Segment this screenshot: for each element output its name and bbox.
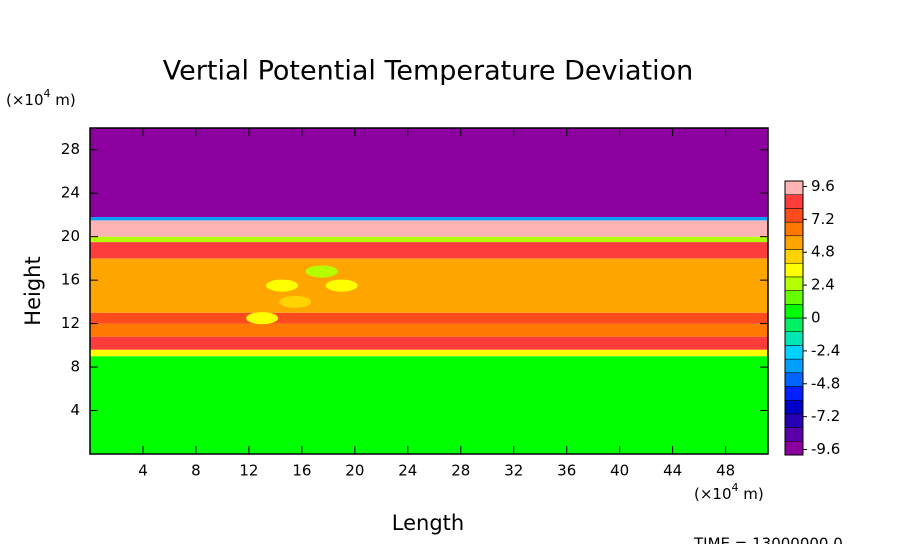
x-tick-label: 28: [451, 462, 470, 480]
x-tick-label: 4: [138, 462, 148, 480]
contour-band: [90, 217, 768, 221]
colorbar-tick-label: 4.8: [811, 243, 835, 261]
y-tick-label: 28: [61, 140, 80, 158]
chart-title: Vertial Potential Temperature Deviation: [163, 56, 693, 87]
x-tick-label: 36: [557, 462, 576, 480]
x-axis-label: Length: [392, 511, 464, 535]
colorbar-band: [784, 358, 804, 374]
y-unit: (×104 m): [6, 87, 76, 109]
contour-band: [90, 220, 768, 237]
colorbar-band: [784, 399, 804, 415]
x-tick-label: 12: [239, 462, 258, 480]
contour-patch: [279, 295, 312, 308]
colorbar-band: [784, 208, 804, 223]
y-tick-label: 20: [61, 227, 80, 245]
contour-patch: [325, 279, 358, 292]
colorbar-band: [784, 276, 804, 291]
x-unit: (×104 m): [694, 481, 764, 503]
colorbar-band: [784, 386, 804, 401]
contour-band: [90, 323, 768, 337]
colorbar-tick-label: 0: [811, 309, 821, 327]
contour-band: [90, 258, 768, 313]
contour-band: [90, 242, 768, 259]
colorbar-band: [784, 331, 804, 346]
y-tick-label: 4: [70, 401, 80, 419]
unit-exp: 4: [44, 87, 51, 100]
contour-band: [90, 336, 768, 350]
colorbar-band: [784, 317, 804, 332]
x-tick-label: 48: [716, 462, 735, 480]
colorbar-band: [784, 345, 804, 360]
contour-band: [90, 128, 768, 218]
x-tick-label: 40: [610, 462, 629, 480]
x-tick-label: 8: [191, 462, 201, 480]
colorbar-tick-label: 9.6: [811, 177, 835, 195]
x-tick-label: 24: [398, 462, 417, 480]
unit-rest: m): [51, 91, 76, 109]
colorbar-tick-label: -9.6: [811, 440, 840, 458]
x-tick-label: 32: [504, 462, 523, 480]
contour-band: [90, 312, 768, 324]
contour-patch: [305, 265, 338, 278]
x-tick-label: 44: [663, 462, 682, 480]
footer: TIME = 13000000.0: [693, 535, 843, 545]
plot-frame: [89, 127, 769, 455]
colorbar-band: [784, 413, 804, 428]
y-tick-label: 12: [61, 314, 80, 332]
unit-base: (×10: [6, 91, 44, 109]
colorbar-band: [784, 249, 804, 264]
y-tick-label: 8: [70, 358, 80, 376]
colorbar-tick-label: -7.2: [811, 407, 840, 425]
unit-rest: m): [739, 485, 764, 503]
colorbar-band: [784, 290, 804, 305]
colorbar-band: [784, 304, 804, 319]
x-tick-label: 16: [292, 462, 311, 480]
colorbar-band: [784, 427, 804, 442]
colorbar-tick-label: 2.4: [811, 276, 835, 294]
unit-base: (×10: [694, 485, 732, 503]
contour-patch: [266, 279, 299, 292]
colorbar-band: [784, 194, 804, 209]
colorbar-tick-label: -2.4: [811, 341, 840, 359]
y-axis-label: Height: [21, 256, 45, 325]
y-tick-label: 24: [61, 184, 80, 202]
contour-band: [90, 236, 768, 243]
contour-band: [90, 356, 768, 454]
colorbar-band: [784, 221, 804, 237]
x-tick-label: 20: [345, 462, 364, 480]
colorbar-band: [784, 180, 804, 195]
y-tick-label: 16: [61, 271, 80, 289]
colorbar-band: [784, 262, 804, 278]
colorbar-band: [784, 235, 804, 250]
colorbar-band: [784, 441, 804, 456]
colorbar-band: [784, 372, 804, 387]
contour-band: [90, 349, 768, 357]
contour-patch: [246, 312, 279, 325]
unit-exp: 4: [732, 481, 739, 494]
colorbar-tick-label: -4.8: [811, 374, 840, 392]
colorbar-tick-label: 7.2: [811, 210, 835, 228]
